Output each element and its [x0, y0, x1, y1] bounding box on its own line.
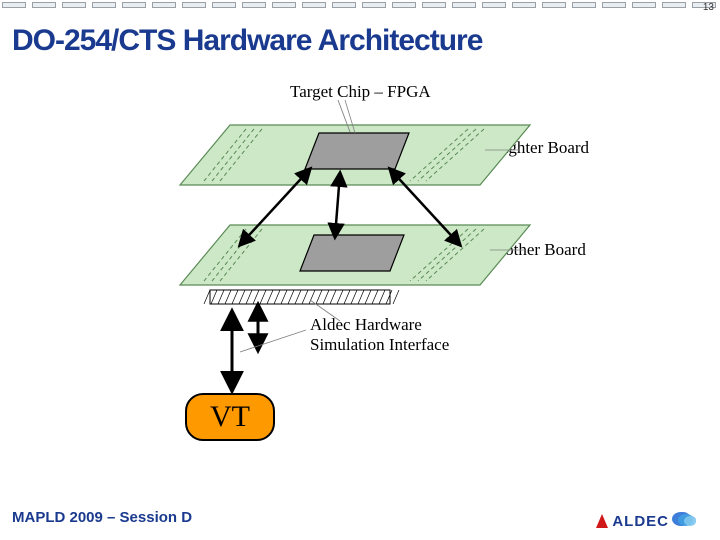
vt-block: VT	[185, 393, 275, 441]
architecture-diagram	[140, 95, 580, 355]
vt-label: VT	[210, 400, 250, 434]
diagram-svg	[140, 95, 580, 355]
page-number: 13	[703, 2, 714, 13]
logo-text: ALDEC	[612, 513, 669, 530]
aldec-triangle-icon	[595, 512, 609, 530]
slide: 13 DO-254/CTS Hardware Architecture Targ…	[0, 0, 720, 540]
aldec-swoosh-icon	[672, 512, 706, 530]
footer-logo: ALDEC	[595, 512, 706, 530]
footer-session: MAPLD 2009 – Session D	[12, 509, 192, 526]
slide-title: DO-254/CTS Hardware Architecture	[12, 24, 482, 58]
top-decoration-bar	[0, 0, 720, 10]
